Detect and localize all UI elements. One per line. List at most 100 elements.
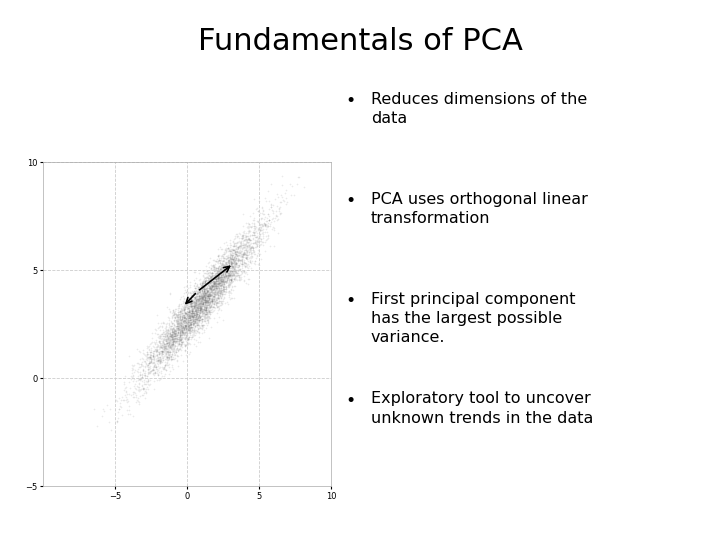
Point [163,360,174,368]
Point [165,344,176,353]
Point [189,318,200,326]
Point [236,234,248,242]
Point [166,341,177,350]
Point [223,258,235,267]
Point [199,293,211,302]
Point [198,302,210,310]
Point [179,321,191,330]
Point [197,271,209,279]
Point [223,273,235,281]
Point [240,249,251,258]
Point [166,335,178,343]
Point [228,271,240,280]
Point [196,317,207,326]
Point [196,314,207,323]
Point [167,335,179,343]
Point [190,306,202,315]
Point [195,302,207,311]
Point [151,346,163,354]
Point [179,302,190,311]
Point [207,282,218,291]
Point [228,271,240,279]
Point [230,247,241,256]
Point [217,264,228,272]
Point [210,291,221,300]
Point [214,275,225,284]
Point [279,196,290,205]
Point [169,336,181,345]
Point [140,355,151,363]
Point [163,350,175,359]
Point [182,312,194,321]
Point [189,318,201,327]
Point [173,309,184,318]
Point [178,305,189,313]
Point [204,300,215,309]
Point [214,288,225,296]
Point [200,298,212,306]
Point [132,387,144,396]
Point [266,214,277,223]
Point [182,311,194,320]
Point [230,281,241,290]
Point [207,282,219,291]
Point [192,296,204,305]
Point [178,333,189,341]
Point [186,308,197,317]
Point [263,216,274,225]
Point [204,283,216,292]
Point [200,281,212,289]
Point [175,319,186,328]
Point [199,299,211,308]
Point [202,268,214,277]
Point [225,286,236,295]
Point [189,319,200,327]
Point [144,354,156,363]
Point [179,313,191,321]
Point [207,296,218,305]
Point [219,256,230,265]
Point [229,272,240,280]
Point [204,291,215,299]
Point [171,348,182,356]
Point [138,384,150,393]
Point [172,345,184,354]
Point [256,235,267,244]
Point [190,309,202,318]
Point [135,361,146,370]
Point [252,225,264,233]
Point [206,268,217,277]
Point [233,238,244,246]
Point [204,309,215,318]
Point [184,299,196,308]
Point [176,326,187,335]
Point [147,352,158,361]
Point [220,275,231,284]
Point [199,280,211,289]
Point [192,306,204,315]
Point [242,235,253,244]
Point [218,273,230,282]
Point [184,333,195,341]
Point [196,318,207,326]
Point [235,248,247,256]
Point [242,244,253,252]
Point [224,267,235,275]
Point [230,241,241,250]
Point [186,313,198,322]
Point [220,248,231,257]
Point [168,327,179,335]
Point [236,260,248,268]
Point [248,214,260,223]
Point [190,313,202,321]
Point [205,285,217,294]
Point [192,301,203,309]
Point [228,253,240,261]
Point [183,314,194,323]
Point [165,341,176,349]
Point [212,302,223,311]
Point [184,282,196,291]
Point [183,321,194,329]
Point [206,291,217,300]
Point [157,329,168,338]
